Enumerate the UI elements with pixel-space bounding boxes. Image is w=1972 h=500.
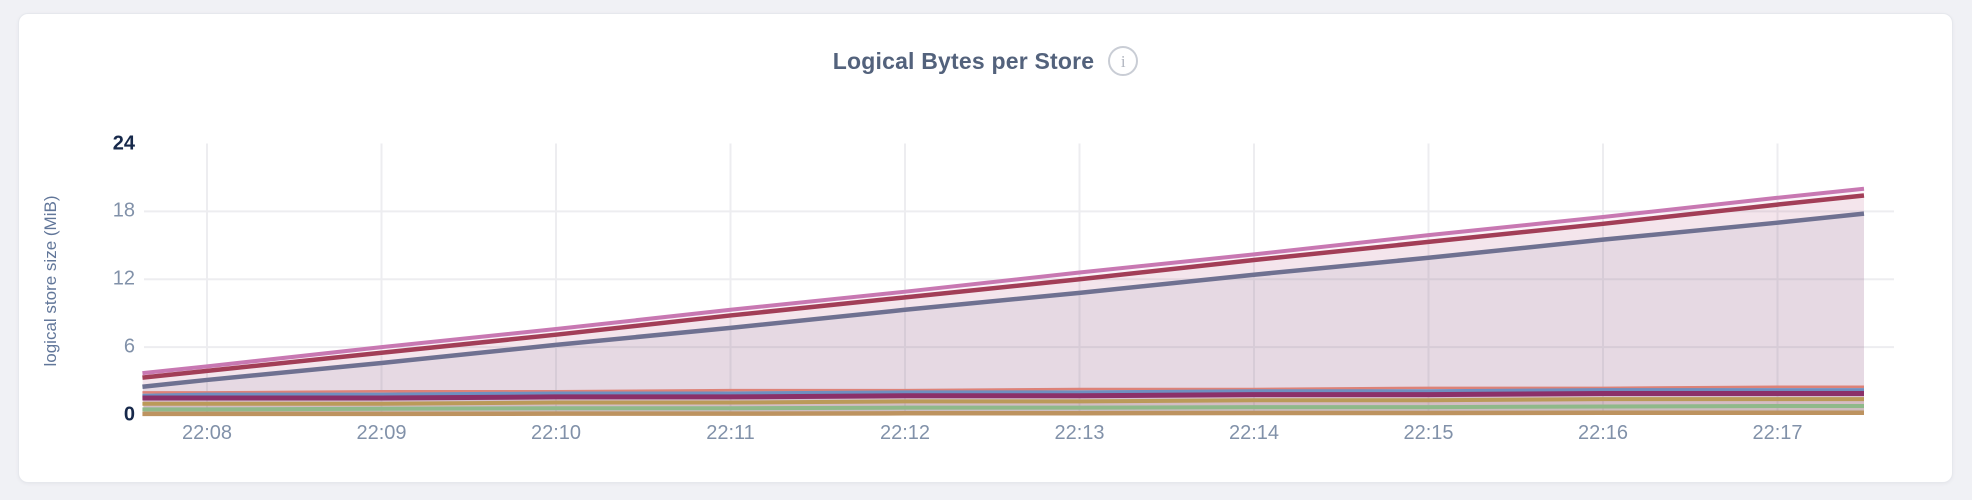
line-series-9-camel (142, 410, 1864, 417)
line-series-5-steel-blue (142, 388, 1864, 398)
x-tick-label: 22:14 (1228, 422, 1280, 444)
line-series-1-orchid (142, 186, 1865, 376)
y-tick-label: 12 (112, 267, 135, 290)
area-fill-series-2-crimson (142, 195, 1864, 415)
x-tick-label: 22:16 (1577, 422, 1629, 444)
y-tick-label: 18 (112, 199, 135, 222)
x-tick-label: 22:08 (181, 422, 233, 444)
line-series-8-green (142, 403, 1864, 412)
line-series-6-dark-magenta (142, 391, 1864, 401)
x-tick-label: 22:17 (1752, 422, 1803, 444)
line-series-2-crimson (142, 193, 1865, 380)
x-tick-label: 22:13 (1054, 422, 1105, 444)
x-tick-label: 22:12 (879, 422, 931, 444)
area-fill-series-3-slate (142, 213, 1864, 415)
y-tick-label: 24 (112, 132, 135, 154)
line-series-4-coral (142, 385, 1864, 394)
x-tick-label: 22:15 (1403, 422, 1454, 444)
x-tick-label: 22:11 (706, 422, 755, 444)
line-series-7-gold (142, 397, 1864, 406)
y-tick-label: 6 (123, 335, 135, 358)
chart-card: Logical Bytes per Store i logical store … (18, 13, 1953, 483)
y-tick-label: 0 (123, 403, 135, 426)
chart-plot-area[interactable] (19, 14, 1954, 484)
chart-title: Logical Bytes per Store (832, 47, 1095, 74)
info-icon[interactable]: i (1108, 46, 1139, 76)
line-series-3-slate (142, 211, 1865, 389)
x-tick-label: 22:10 (530, 422, 582, 444)
x-tick-label: 22:09 (356, 422, 407, 444)
chart-header: Logical Bytes per Store i (19, 44, 1952, 78)
